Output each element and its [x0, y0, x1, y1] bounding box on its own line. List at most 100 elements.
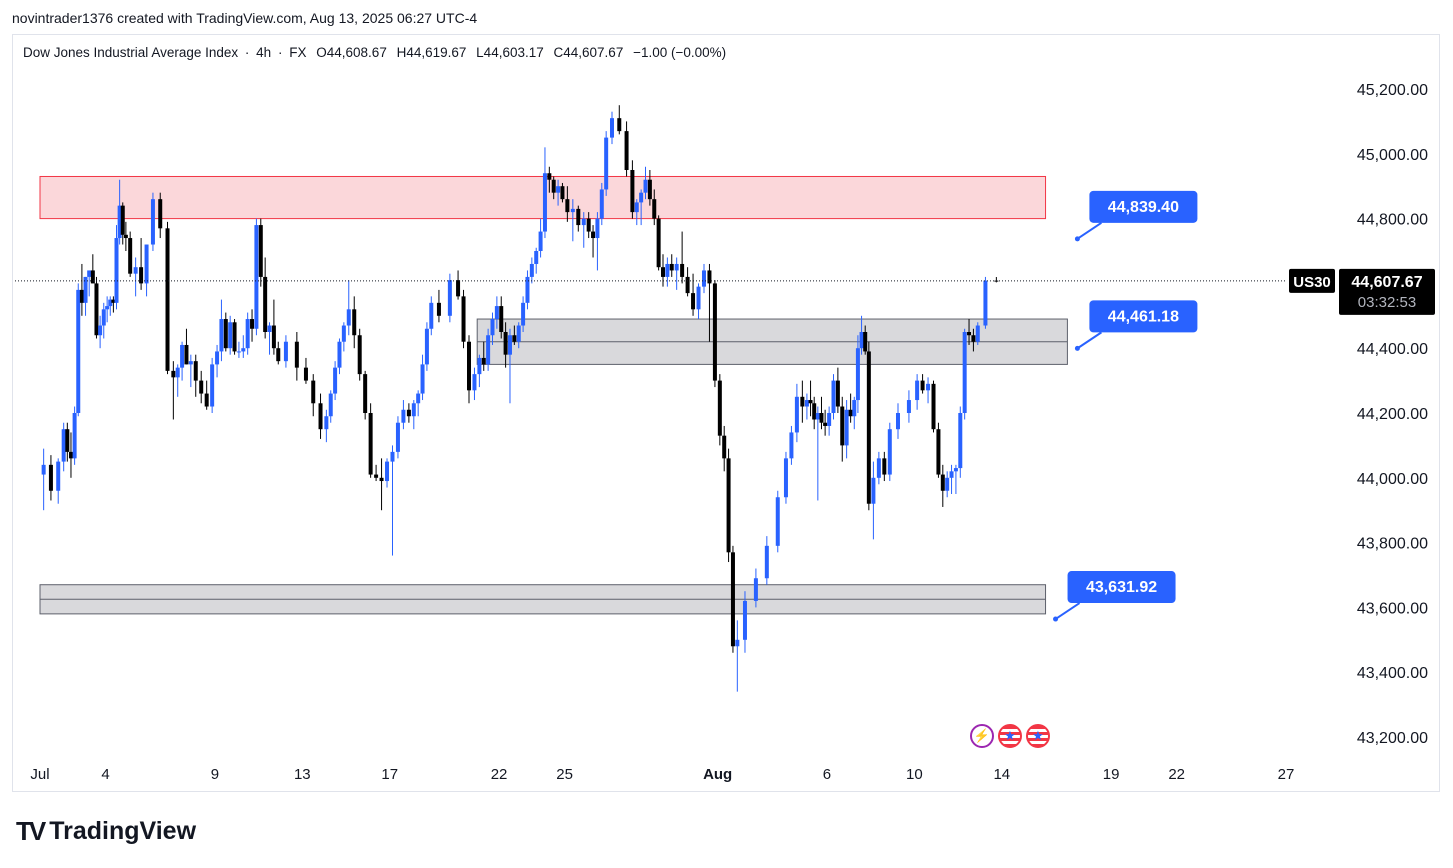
candle[interactable] — [863, 332, 868, 352]
candle[interactable] — [411, 403, 416, 417]
tradingview-logo[interactable]: TV TradingView — [16, 816, 196, 847]
candle[interactable] — [41, 464, 46, 475]
candle[interactable] — [283, 341, 288, 362]
candle[interactable] — [150, 199, 155, 245]
candle[interactable] — [639, 192, 644, 203]
candle[interactable] — [599, 189, 604, 219]
candle[interactable] — [333, 367, 338, 394]
candle[interactable] — [158, 199, 163, 229]
candle[interactable] — [753, 578, 758, 601]
price-callout[interactable] — [1089, 190, 1198, 223]
candle[interactable] — [395, 422, 400, 452]
candle[interactable] — [931, 383, 936, 430]
candle[interactable] — [971, 335, 976, 342]
candle[interactable] — [730, 552, 735, 647]
candle[interactable] — [576, 208, 581, 226]
candle[interactable] — [456, 280, 461, 297]
candle[interactable] — [882, 458, 887, 475]
candle[interactable] — [808, 400, 813, 404]
candle[interactable] — [436, 302, 441, 316]
candle[interactable] — [848, 409, 853, 417]
candle[interactable] — [494, 306, 499, 320]
candle[interactable] — [318, 403, 323, 430]
candle[interactable] — [294, 341, 299, 368]
candle[interactable] — [604, 137, 609, 190]
candle[interactable] — [123, 234, 128, 239]
candle[interactable] — [823, 422, 828, 426]
candle[interactable] — [341, 325, 346, 342]
candle[interactable] — [144, 244, 149, 284]
candle[interactable] — [114, 238, 119, 303]
candle[interactable] — [236, 351, 241, 353]
candle[interactable] — [276, 348, 281, 362]
candle[interactable] — [258, 225, 263, 277]
candle[interactable] — [105, 306, 110, 310]
candle[interactable] — [624, 131, 629, 170]
candle[interactable] — [685, 276, 690, 294]
candle[interactable] — [789, 432, 794, 459]
candle[interactable] — [926, 383, 931, 391]
candle[interactable] — [565, 199, 570, 213]
candle[interactable] — [669, 263, 674, 271]
candle[interactable] — [83, 276, 88, 303]
candle[interactable] — [617, 118, 622, 132]
candle[interactable] — [232, 322, 237, 352]
candle[interactable] — [390, 451, 395, 462]
candle[interactable] — [374, 474, 379, 478]
candle[interactable] — [827, 413, 832, 426]
candle[interactable] — [529, 263, 534, 277]
candle[interactable] — [815, 413, 820, 420]
candle[interactable] — [241, 348, 246, 352]
candle[interactable] — [94, 283, 99, 336]
candle[interactable] — [357, 335, 362, 375]
candle[interactable] — [696, 286, 701, 310]
candle[interactable] — [472, 374, 477, 391]
candle[interactable] — [962, 332, 967, 413]
candle[interactable] — [840, 406, 845, 446]
candle[interactable] — [800, 396, 805, 407]
candle[interactable] — [674, 263, 679, 271]
candle[interactable] — [311, 380, 316, 404]
candle[interactable] — [525, 276, 530, 303]
candle[interactable] — [337, 341, 342, 368]
candle[interactable] — [783, 458, 788, 498]
candle[interactable] — [171, 370, 176, 378]
candle[interactable] — [108, 299, 113, 307]
candle[interactable] — [661, 267, 665, 277]
candle[interactable] — [139, 267, 144, 284]
candle[interactable] — [379, 477, 384, 482]
candle[interactable] — [215, 351, 220, 365]
candle[interactable] — [193, 361, 198, 381]
candle[interactable] — [630, 170, 635, 213]
candle[interactable] — [831, 380, 836, 413]
candle[interactable] — [953, 468, 958, 472]
candle[interactable] — [521, 302, 526, 326]
candle[interactable] — [656, 218, 661, 268]
candle[interactable] — [199, 380, 204, 394]
price-callout[interactable] — [1067, 571, 1176, 604]
candle[interactable] — [940, 474, 945, 491]
candle[interactable] — [385, 461, 390, 482]
candle[interactable] — [76, 289, 81, 413]
candle[interactable] — [804, 400, 809, 407]
candle[interactable] — [98, 325, 103, 336]
candle[interactable] — [538, 231, 543, 251]
candle[interactable] — [726, 458, 731, 553]
candle[interactable] — [835, 380, 840, 407]
candle[interactable] — [542, 173, 547, 232]
candle[interactable] — [466, 341, 471, 391]
candle[interactable] — [895, 413, 900, 430]
candle[interactable] — [447, 280, 452, 316]
candle[interactable] — [56, 461, 61, 491]
candle[interactable] — [866, 351, 871, 504]
candle[interactable] — [481, 357, 486, 365]
candle[interactable] — [406, 409, 411, 417]
candle[interactable] — [65, 429, 70, 452]
candle[interactable] — [920, 380, 925, 391]
candle[interactable] — [48, 464, 53, 491]
candle[interactable] — [595, 218, 600, 239]
candle[interactable] — [61, 429, 66, 462]
candle[interactable] — [68, 451, 73, 459]
lightning-icon[interactable]: ⚡ — [970, 724, 994, 748]
